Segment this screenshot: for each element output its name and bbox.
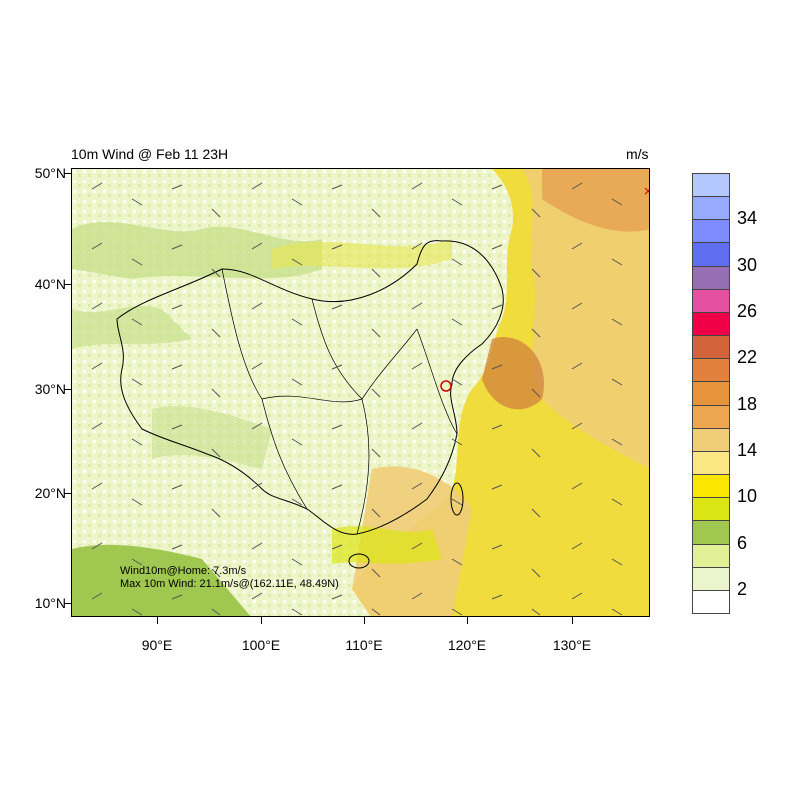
lon-tick bbox=[364, 617, 365, 624]
colorbar-label: 26 bbox=[737, 300, 758, 321]
wind-map: × bbox=[72, 169, 650, 616]
lon-label: 90°E bbox=[141, 637, 173, 653]
colorbar-swatch bbox=[692, 358, 730, 383]
colorbar-swatch bbox=[692, 543, 730, 568]
lat-label: 30°N bbox=[34, 381, 66, 397]
colorbar-swatch bbox=[692, 311, 730, 337]
lat-tick bbox=[64, 173, 71, 174]
land-shading bbox=[72, 221, 322, 279]
colorbar-swatch bbox=[692, 566, 730, 591]
map-title: 10m Wind @ Feb 11 23H bbox=[71, 146, 229, 162]
lat-tick bbox=[64, 389, 71, 390]
lon-label: 110°E bbox=[345, 637, 383, 653]
colorbar-swatch bbox=[692, 173, 730, 198]
colorbar-swatch bbox=[692, 219, 730, 244]
lon-label: 100°E bbox=[241, 637, 281, 653]
colorbar-swatch bbox=[692, 474, 730, 499]
colorbar-label: 14 bbox=[737, 439, 758, 460]
colorbar-swatch bbox=[692, 589, 730, 614]
lon-tick bbox=[261, 617, 262, 624]
units-label: m/s bbox=[626, 146, 649, 162]
lat-tick bbox=[64, 603, 71, 604]
colorbar-swatch bbox=[692, 497, 730, 522]
lat-tick bbox=[64, 284, 71, 285]
max-wind-marker: × bbox=[643, 184, 650, 198]
lon-tick bbox=[157, 617, 158, 624]
lat-tick bbox=[64, 493, 71, 494]
wind-barbs bbox=[91, 182, 623, 616]
colorbar-label: 2 bbox=[737, 578, 748, 599]
map-panel[interactable]: × bbox=[71, 168, 650, 617]
lon-tick bbox=[467, 617, 468, 624]
colorbar-swatch bbox=[692, 242, 730, 267]
home-wind-annotation: Wind10m@Home: 7.3m/s bbox=[120, 565, 247, 577]
colorbar-swatch bbox=[692, 427, 730, 452]
colorbar-swatch bbox=[692, 335, 730, 360]
lon-tick bbox=[572, 617, 573, 624]
colorbar-label: 6 bbox=[737, 532, 748, 553]
lat-label: 20°N bbox=[34, 485, 66, 501]
colorbar-swatch bbox=[692, 196, 730, 221]
colorbar-label: 34 bbox=[737, 208, 758, 229]
colorbar-label: 22 bbox=[737, 347, 758, 368]
colorbar-swatch bbox=[692, 288, 730, 313]
colorbar-swatch bbox=[692, 520, 730, 545]
lon-label: 130°E bbox=[552, 637, 592, 653]
lat-label: 40°N bbox=[34, 276, 66, 292]
land-shading bbox=[72, 544, 251, 616]
max-wind-annotation: Max 10m Wind: 21.1m/s@(162.11E, 48.49N) bbox=[120, 578, 339, 590]
lat-label: 10°N bbox=[34, 595, 66, 611]
home-marker bbox=[440, 380, 452, 392]
lat-label: 50°N bbox=[34, 165, 66, 181]
colorbar-swatch bbox=[692, 265, 730, 290]
colorbar-swatch bbox=[692, 404, 730, 429]
lon-label: 120°E bbox=[447, 637, 487, 653]
colorbar bbox=[692, 173, 732, 614]
colorbar-label: 10 bbox=[737, 486, 758, 507]
colorbar-swatch bbox=[692, 381, 730, 406]
colorbar-label: 18 bbox=[737, 393, 758, 414]
colorbar-label: 30 bbox=[737, 254, 758, 275]
colorbar-swatch bbox=[692, 450, 730, 476]
